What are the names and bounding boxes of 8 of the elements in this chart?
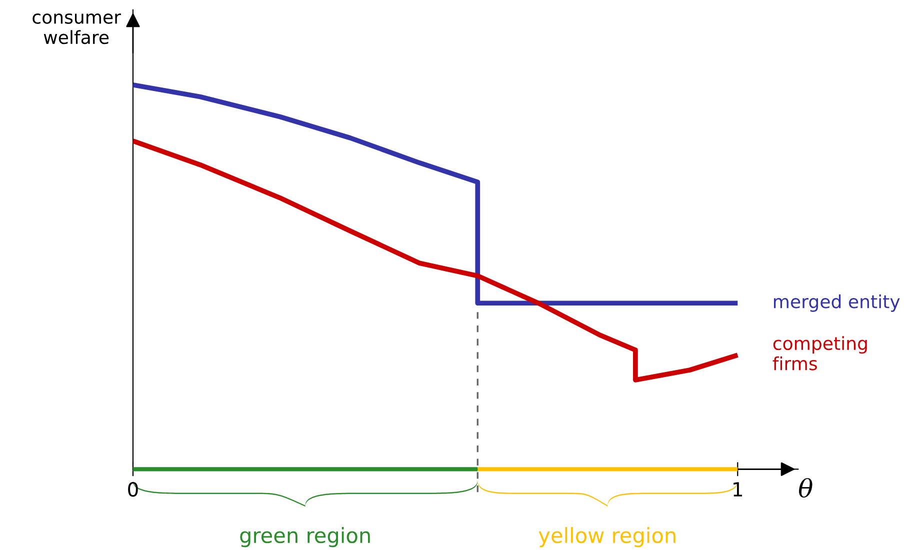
text: green region (240, 527, 370, 548)
text: merged entity (774, 294, 900, 312)
x-tick-label: 1 (734, 482, 742, 496)
x-tick-label: 0 (128, 482, 138, 497)
text: yellow region (538, 527, 676, 548)
x-axis-title: θ (798, 478, 812, 498)
y-axis-title: consumer welfare (32, 14, 122, 44)
series-label: competing firms (772, 336, 867, 370)
